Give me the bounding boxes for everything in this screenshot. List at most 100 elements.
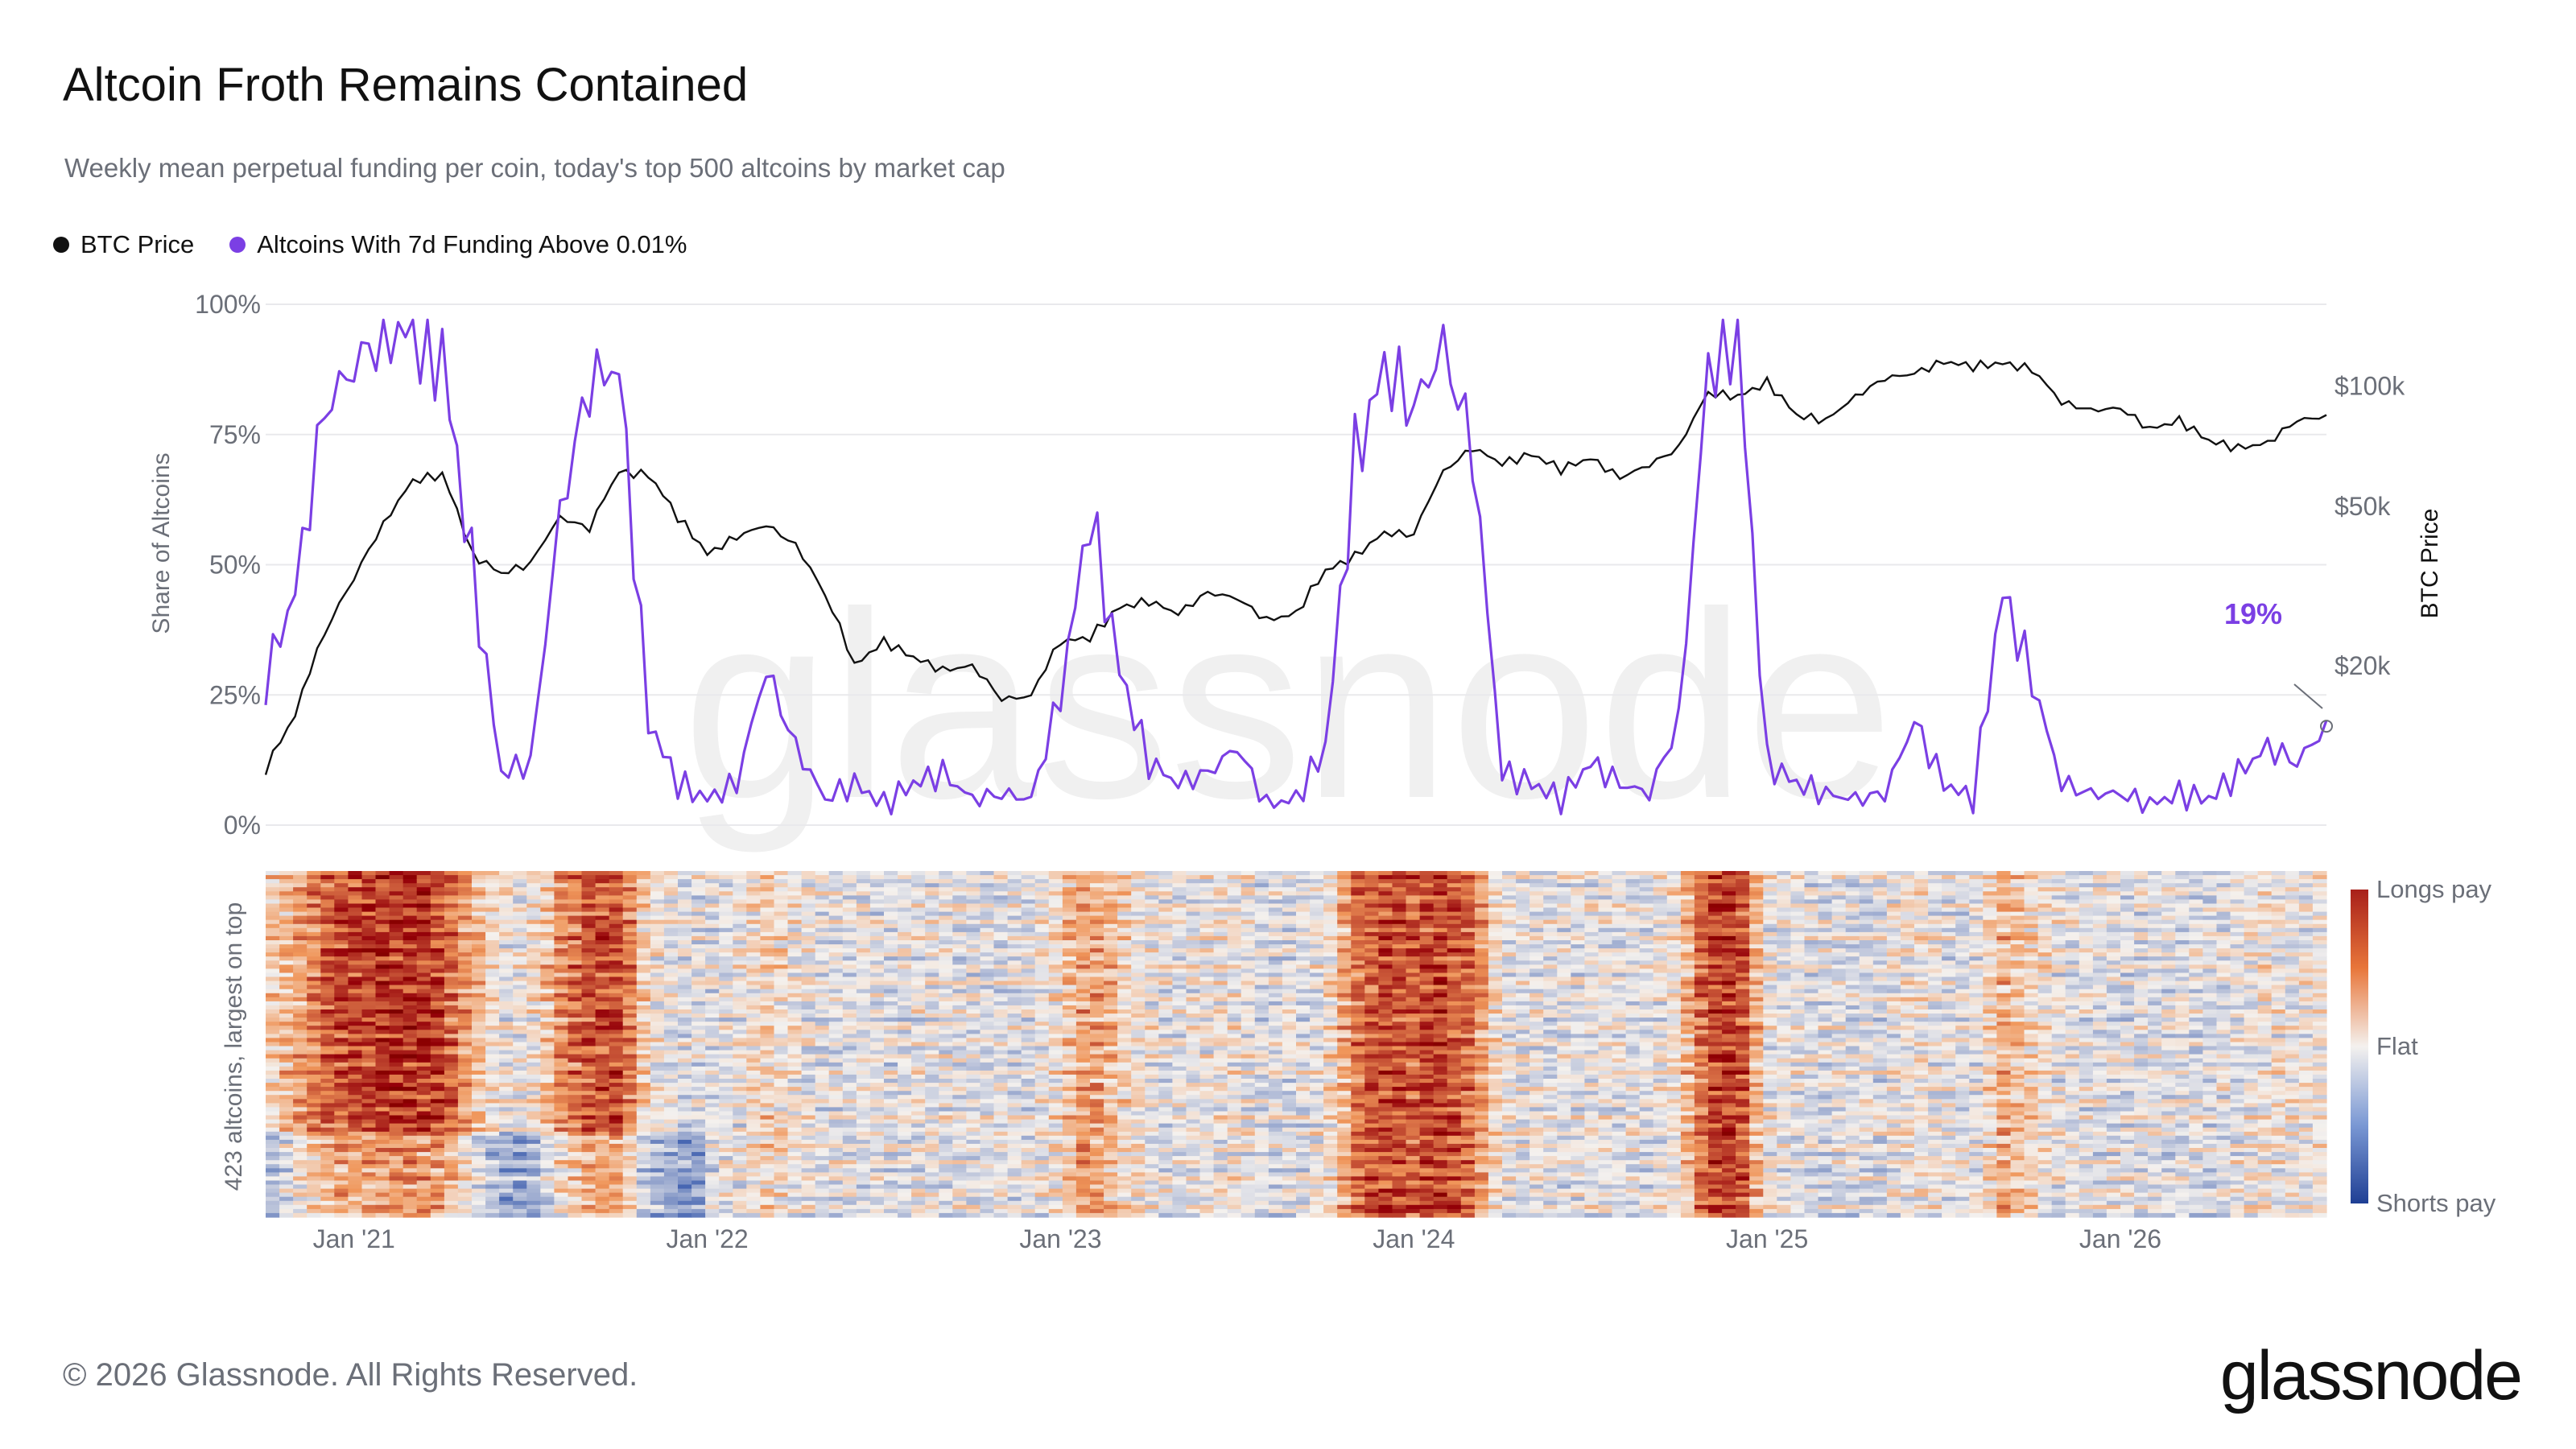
heatmap-cell [279,1164,294,1169]
heatmap-cell [513,1160,527,1165]
heatmap-cell [787,907,803,913]
heatmap-cell [1048,1204,1063,1210]
heatmap-cell [293,1148,308,1153]
heatmap-cell [898,1022,912,1026]
heatmap-cell [787,919,803,925]
heatmap-cell [980,887,995,892]
heatmap-cell [554,1212,569,1218]
heatmap-cell [663,895,679,901]
heatmap-cell [925,1204,939,1210]
heatmap-cell [980,1156,995,1161]
heatmap-cell [663,997,679,1002]
heatmap-cell [568,1103,583,1108]
heatmap-cell [361,1066,377,1071]
heatmap-cell [980,1131,995,1137]
heatmap-cell [719,1013,733,1018]
heatmap-cell [1021,1196,1036,1202]
heatmap-cell [719,989,733,994]
heatmap-cell [939,1127,953,1133]
heatmap-cell [279,1212,294,1218]
legend-item-btc[interactable]: BTC Price [53,230,194,259]
heatmap-cell [1034,989,1050,994]
heatmap-cell [939,1123,953,1129]
heatmap-cell [402,1058,418,1063]
heatmap-cell [622,1160,638,1165]
heatmap-cell [416,1050,431,1055]
heatmap-cell [925,1054,939,1059]
heatmap-cell [513,1034,527,1039]
heatmap-cell [416,989,431,994]
heatmap-cell [499,1139,514,1145]
heatmap-cell [361,1005,377,1010]
heatmap-cell [746,1058,761,1063]
heatmap-cell [746,875,761,880]
heatmap-cell [815,1103,830,1108]
heatmap-cell [279,1160,294,1165]
heatmap-cell [485,1123,500,1129]
heatmap-cell [952,956,967,961]
heatmap-cell [746,879,761,884]
heatmap-cell [334,871,349,876]
heatmap-cell [320,911,335,917]
heatmap-cell [595,903,610,909]
heatmap-cell [993,875,1009,880]
heatmap-cell [952,948,967,953]
heatmap-cell [581,1188,597,1194]
heatmap-cell [320,1050,335,1055]
heatmap-cell [554,911,569,917]
heatmap-cell [554,1164,569,1169]
heatmap-cell [636,1013,651,1018]
heatmap-cell [1062,940,1077,945]
heatmap-cell [375,964,390,970]
heatmap-cell [884,1034,898,1039]
heatmap-cell [842,1013,857,1018]
heatmap-cell [678,1188,692,1194]
heatmap-cell [884,1001,898,1006]
heatmap-cell [609,907,624,913]
heatmap-cell [993,1123,1009,1129]
heatmap-cell [348,956,363,961]
heatmap-cell [1048,1005,1063,1010]
heatmap-cell [526,871,541,876]
heatmap-cell [911,903,926,909]
legend-item-altcoins[interactable]: Altcoins With 7d Funding Above 0.01% [229,230,687,259]
heatmap-cell [279,1192,294,1198]
heatmap-cell [939,919,953,925]
heatmap-cell [746,1152,761,1157]
heatmap-cell [499,1042,514,1047]
heatmap-cell [1034,1184,1050,1190]
heatmap-cell [320,1054,335,1059]
heatmap-cell [540,1204,555,1210]
heatmap-cell [375,875,390,880]
heatmap-cell [650,1079,665,1084]
heatmap-cell [787,887,803,892]
heatmap-cell [1048,879,1063,884]
heatmap-cell [293,1188,308,1194]
heatmap-cell [787,964,803,970]
heatmap-cell [526,989,541,994]
heatmap-cell [1021,1030,1036,1034]
heatmap-cell [774,1156,789,1161]
heatmap-cell [334,911,349,917]
heatmap-cell [650,1115,665,1121]
heatmap-cell [279,1083,294,1088]
heatmap-cell [719,1204,733,1210]
heatmap-cell [416,1001,431,1006]
heatmap-cell [320,1026,335,1030]
heatmap-cell [430,1143,445,1149]
heatmap-cell [334,1042,349,1047]
heatmap-cell [911,1013,926,1018]
heatmap-cell [430,940,445,945]
heatmap-cell [375,911,390,917]
heatmap-cell [568,1046,583,1051]
heatmap-cell [884,931,898,937]
heatmap-cell [472,1050,486,1055]
heatmap-cell [402,1001,418,1006]
heatmap-cell [636,1001,651,1006]
heatmap-cell [444,944,459,949]
heatmap-cell [485,1164,500,1169]
heatmap-cell [293,1156,308,1161]
heatmap-cell [1007,919,1022,925]
heatmap-cell [966,989,981,994]
heatmap-cell [472,875,486,880]
